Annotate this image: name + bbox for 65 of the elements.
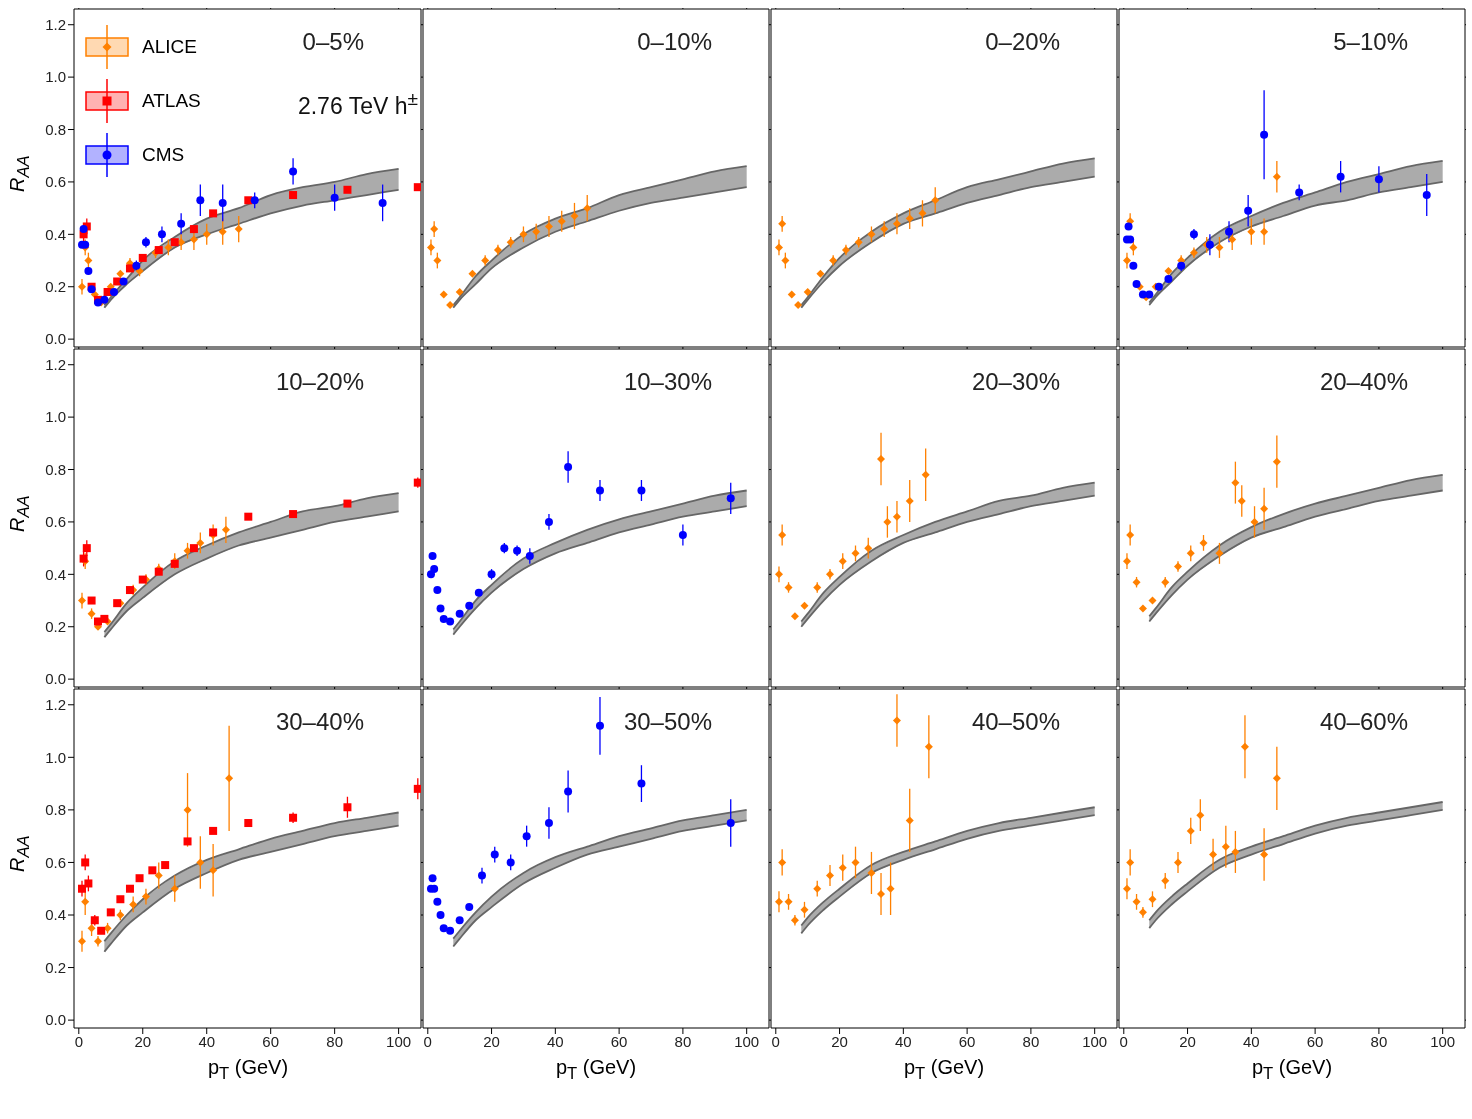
y-tick-label: 0.8 — [45, 801, 66, 819]
legend-label: CMS — [142, 144, 185, 166]
y-tick-label: 0.4 — [45, 225, 66, 243]
y-tick-label: 1.0 — [45, 408, 66, 426]
x-tick-label: 20 — [483, 1032, 500, 1050]
y-tick-label: 1.2 — [45, 696, 66, 714]
y-tick-label: 1.2 — [45, 16, 66, 34]
text: 40–50% — [971, 708, 1060, 736]
y-tick-label: 1.0 — [45, 748, 66, 766]
x-axis-title: p$_{T}$ (GeV) — [554, 1056, 638, 1084]
y-tick-label: 0.0 — [45, 330, 66, 348]
y-tick-label: 1.0 — [45, 68, 66, 86]
x-tick-label: 100 — [1082, 1032, 1108, 1050]
x-tick-label: 60 — [610, 1032, 628, 1050]
y-tick-label: 0.4 — [45, 565, 66, 583]
y-tick-label: 0.4 — [45, 906, 66, 924]
legend-label: ATLAS — [142, 90, 201, 112]
y-tick-label: 0.2 — [45, 958, 66, 976]
x-tick-label: 0 — [423, 1032, 432, 1050]
y-tick-label: 0.6 — [45, 513, 66, 531]
text: 10–20% — [275, 368, 364, 396]
x-tick-label: 60 — [262, 1032, 280, 1050]
x-tick-label: 0 — [1119, 1032, 1128, 1050]
y-tick-label: 0.2 — [45, 278, 66, 296]
x-tick-label: 60 — [958, 1032, 976, 1050]
x-tick-label: 40 — [547, 1032, 564, 1050]
legend-label: ALICE — [142, 36, 197, 58]
text: 0–20% — [985, 28, 1060, 56]
x-tick-label: 100 — [386, 1032, 412, 1050]
text: 0–5% — [302, 28, 364, 56]
y-tick-label: 0.0 — [45, 1011, 66, 1029]
y-tick-label: 0.6 — [45, 853, 66, 871]
text: 10–30% — [623, 368, 712, 396]
x-axis-title: p$_{T}$ (GeV) — [206, 1056, 290, 1084]
text: 30–40% — [275, 708, 364, 736]
text: 30–50% — [623, 708, 712, 736]
text: 5–10% — [1333, 28, 1408, 56]
x-tick-label: 80 — [674, 1032, 692, 1050]
x-tick-label: 100 — [734, 1032, 760, 1050]
x-tick-label: 40 — [1243, 1032, 1260, 1050]
x-tick-label: 40 — [895, 1032, 912, 1050]
y-tick-label: 0.2 — [45, 618, 66, 636]
y-tick-label: 1.2 — [45, 356, 66, 374]
x-tick-label: 40 — [198, 1032, 216, 1050]
x-tick-label: 80 — [1022, 1032, 1040, 1050]
text: 0–10% — [637, 28, 712, 56]
text: 20–30% — [971, 368, 1060, 396]
x-axis-title: p$_{T}$ (GeV) — [1250, 1056, 1334, 1084]
y-tick-label: 0.8 — [45, 460, 66, 478]
x-tick-label: 20 — [831, 1032, 848, 1050]
x-tick-label: 80 — [326, 1032, 343, 1050]
text: 20–40% — [1319, 368, 1408, 396]
x-tick-label: 0 — [74, 1032, 83, 1050]
x-tick-label: 80 — [1370, 1032, 1388, 1050]
x-tick-label: 20 — [134, 1032, 152, 1050]
x-tick-label: 60 — [1306, 1032, 1324, 1050]
y-tick-label: 0.6 — [45, 173, 66, 191]
text: 40–60% — [1319, 708, 1408, 736]
x-tick-label: 0 — [771, 1032, 780, 1050]
x-tick-label: 20 — [1179, 1032, 1196, 1050]
y-tick-label: 0.0 — [45, 670, 66, 688]
x-axis-title: p$_{T}$ (GeV) — [902, 1056, 986, 1084]
x-tick-label: 100 — [1430, 1032, 1456, 1050]
annotation: 2.76 TeV h$^{±}$ — [297, 88, 418, 120]
y-tick-label: 0.8 — [45, 120, 66, 138]
